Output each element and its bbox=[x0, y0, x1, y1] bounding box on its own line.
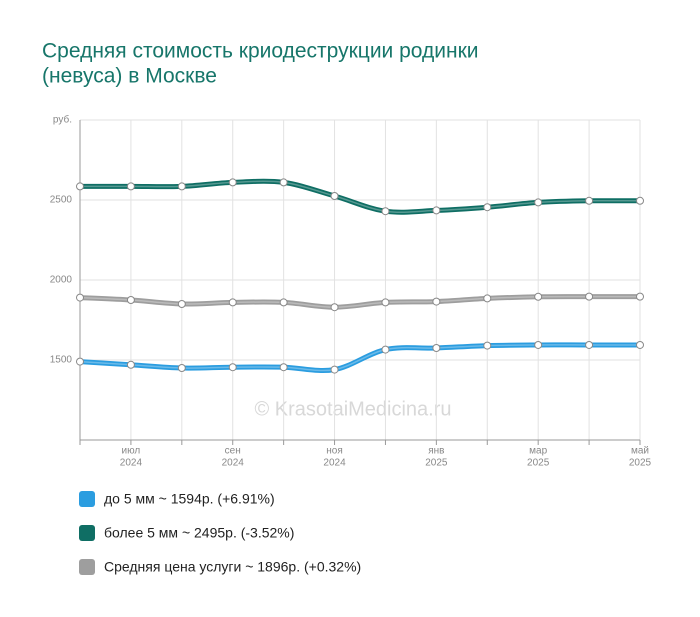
chart-title: Средняя стоимость криодеструкции родинки bbox=[42, 40, 479, 63]
point bbox=[585, 292, 594, 301]
x-tick-label: ноя bbox=[326, 446, 343, 457]
point bbox=[126, 360, 135, 369]
point bbox=[279, 363, 288, 372]
x-tick-label: июл bbox=[122, 446, 141, 457]
point bbox=[534, 292, 543, 301]
series-line-highlight bbox=[79, 344, 640, 372]
point bbox=[381, 345, 390, 354]
x-tick-label: 2025 bbox=[527, 458, 550, 469]
point bbox=[585, 340, 594, 349]
point bbox=[636, 292, 644, 301]
series-line-highlight bbox=[80, 180, 641, 213]
x-tick-label: мар bbox=[529, 446, 547, 457]
point bbox=[279, 178, 288, 187]
y-tick-label: руб. bbox=[53, 114, 72, 126]
point bbox=[177, 300, 186, 308]
legend-swatch bbox=[79, 525, 95, 541]
point bbox=[381, 298, 390, 307]
point bbox=[432, 344, 441, 352]
point bbox=[483, 203, 492, 212]
series-line bbox=[79, 294, 641, 310]
point bbox=[76, 357, 84, 366]
point bbox=[330, 365, 339, 374]
y-tick-label: 2000 bbox=[50, 275, 73, 286]
point bbox=[585, 196, 594, 205]
point bbox=[228, 178, 237, 187]
x-tick-label: 2025 bbox=[425, 458, 448, 469]
point bbox=[483, 341, 492, 350]
x-tick-label: 2024 bbox=[222, 458, 245, 469]
point bbox=[177, 182, 186, 191]
point bbox=[76, 182, 84, 191]
point bbox=[636, 196, 644, 205]
point bbox=[534, 340, 543, 349]
point bbox=[483, 294, 492, 303]
x-tick-label: 2024 bbox=[323, 458, 346, 469]
x-tick-label: 2025 bbox=[629, 458, 652, 469]
x-tick-label: май bbox=[631, 446, 649, 457]
point bbox=[228, 363, 237, 372]
chart-title: (невуса) в Москве bbox=[42, 65, 217, 88]
point bbox=[432, 206, 441, 215]
legend-label: до 5 мм ~ 1594р. (+6.91%) bbox=[104, 491, 275, 507]
y-tick-label: 2500 bbox=[50, 195, 73, 206]
point bbox=[76, 293, 84, 302]
y-tick-label: 1500 bbox=[50, 355, 73, 366]
legend-swatch bbox=[79, 491, 95, 507]
point bbox=[330, 303, 339, 312]
point bbox=[177, 364, 186, 372]
point bbox=[432, 297, 441, 306]
point bbox=[381, 207, 390, 216]
point bbox=[126, 182, 135, 191]
point bbox=[126, 296, 135, 304]
point bbox=[636, 340, 644, 349]
point bbox=[228, 298, 237, 307]
series-line-highlight bbox=[79, 295, 641, 308]
x-tick-label: 2024 bbox=[120, 458, 143, 469]
series-line bbox=[79, 342, 640, 374]
point bbox=[279, 298, 288, 307]
watermark: © KrasotaiMedicina.ru bbox=[254, 398, 451, 420]
legend-label: Средняя цена услуги ~ 1896р. (+0.32%) bbox=[104, 559, 361, 575]
x-tick-label: сен bbox=[225, 446, 241, 457]
x-tick-label: янв bbox=[428, 446, 444, 457]
point bbox=[330, 192, 339, 200]
legend-swatch bbox=[79, 559, 95, 575]
series-line bbox=[80, 178, 641, 215]
point bbox=[534, 198, 543, 207]
legend-label: более 5 мм ~ 2495р. (-3.52%) bbox=[104, 525, 294, 541]
